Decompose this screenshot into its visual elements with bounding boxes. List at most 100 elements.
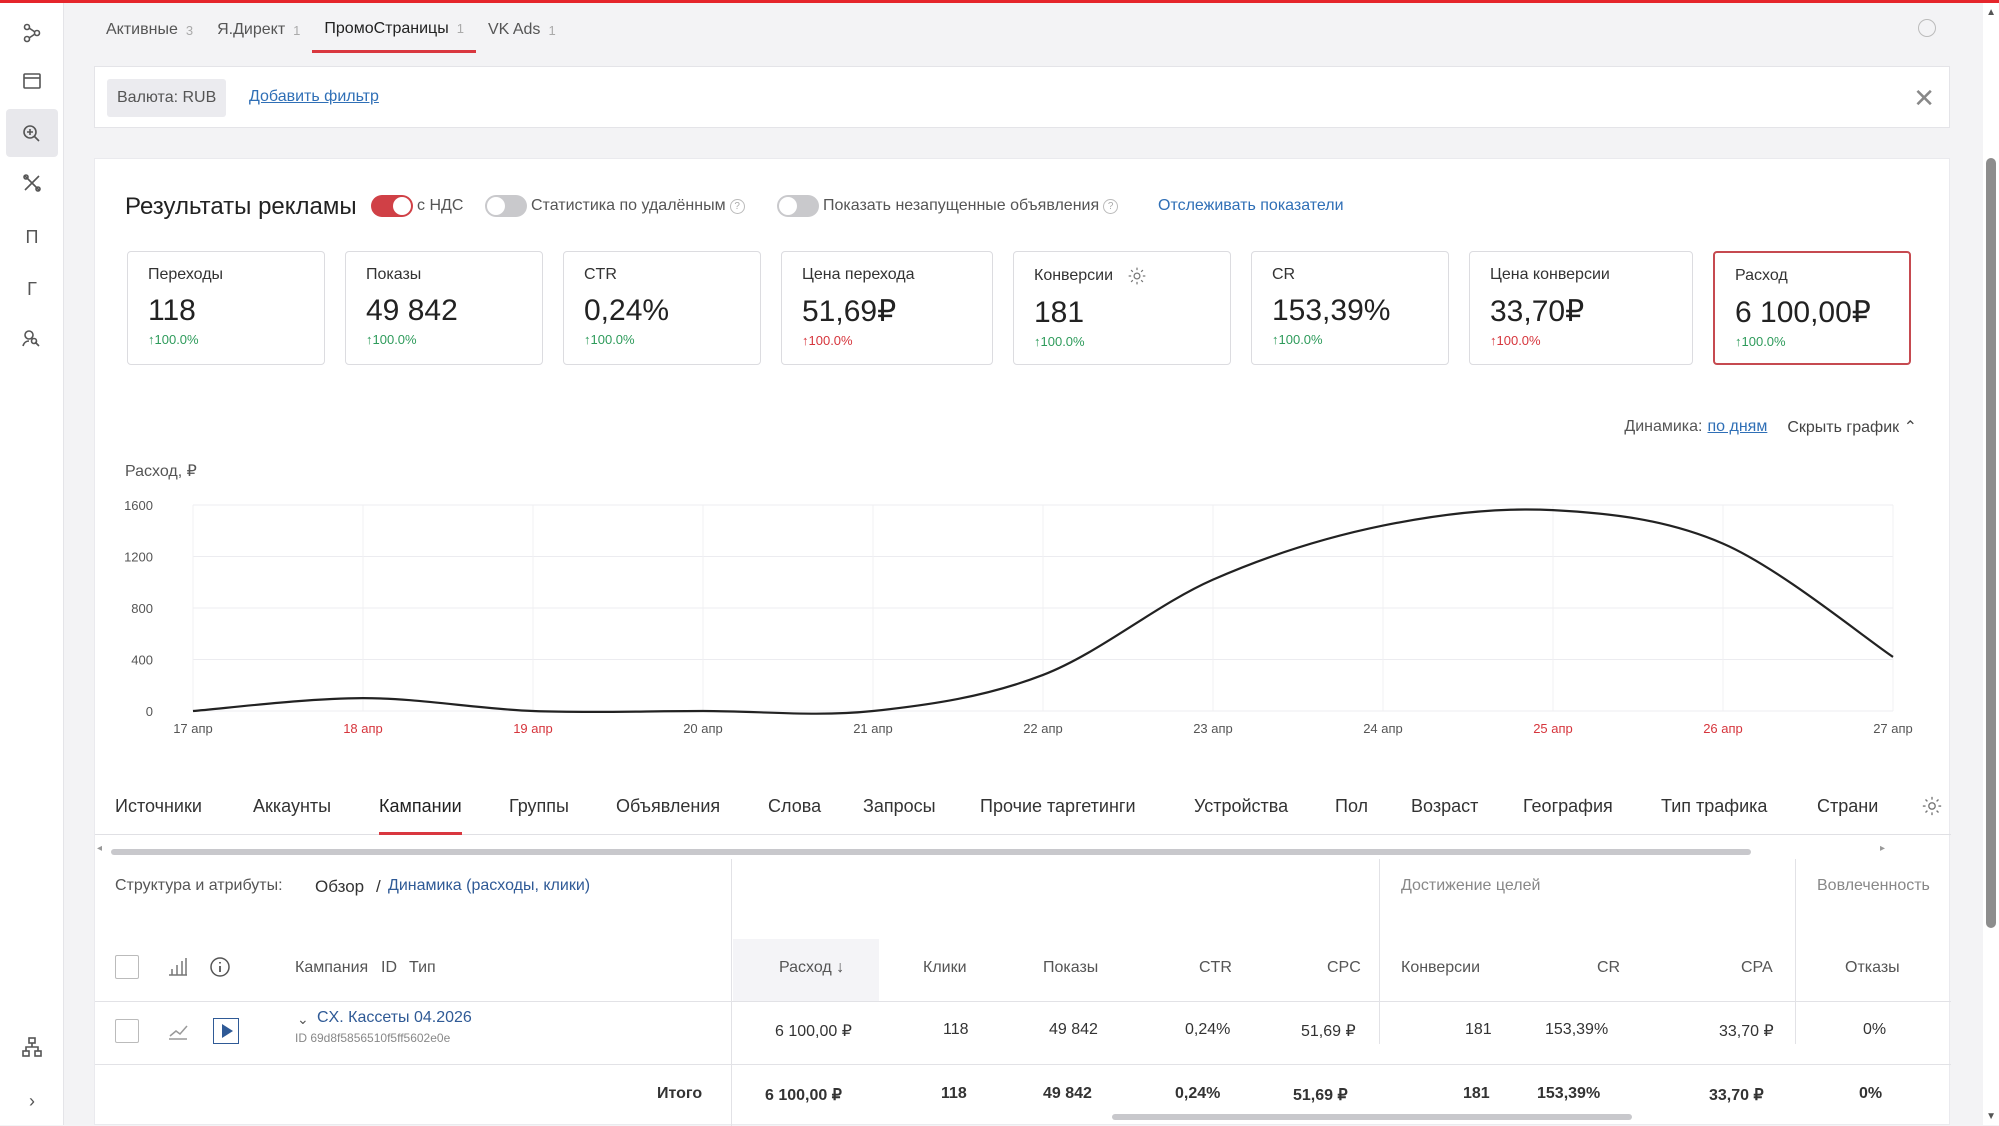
- vertical-scrollbar[interactable]: ▲ ▼: [1983, 3, 1999, 1125]
- sidebar-analytics-icon[interactable]: [6, 109, 58, 157]
- add-filter-link[interactable]: Добавить фильтр: [249, 88, 379, 106]
- col-ctr[interactable]: CTR: [1199, 959, 1232, 977]
- campaign-name-link[interactable]: CX. Кассеты 04.2026: [317, 1009, 472, 1027]
- select-all-checkbox[interactable]: [115, 955, 139, 979]
- trend-icon[interactable]: [167, 1021, 189, 1041]
- sidebar-item-p[interactable]: П: [6, 213, 58, 261]
- metric-card-cpc[interactable]: Цена перехода 51,69₽ ↑100.0%: [781, 251, 993, 365]
- dim-tab-queries[interactable]: Запросы: [863, 777, 936, 835]
- metric-card-cpa[interactable]: Цена конверсии 33,70₽ ↑100.0%: [1469, 251, 1693, 365]
- dim-tab-devices[interactable]: Устройства: [1194, 777, 1288, 835]
- dim-tab-accounts[interactable]: Аккаунты: [253, 777, 331, 835]
- expand-chevron-icon[interactable]: ⌄: [297, 1011, 309, 1028]
- sidebar-hierarchy-icon[interactable]: [6, 9, 58, 57]
- row-checkbox[interactable]: [115, 1019, 139, 1043]
- col-campaign[interactable]: Кампания: [295, 959, 368, 977]
- tab-count: 3: [186, 23, 193, 38]
- play-status-icon[interactable]: [213, 1018, 239, 1044]
- col-cpa[interactable]: CPA: [1741, 959, 1773, 977]
- sidebar-user-search-icon[interactable]: [6, 315, 58, 363]
- bar-chart-icon[interactable]: [167, 957, 189, 977]
- sidebar-structure-icon[interactable]: [6, 1023, 58, 1071]
- deleted-stats-toggle[interactable]: [485, 195, 527, 217]
- clock-icon[interactable]: [1918, 19, 1936, 37]
- x-tick-label: 25 апр: [1533, 721, 1573, 736]
- vat-toggle[interactable]: [371, 195, 413, 217]
- tabs-horizontal-scrollbar[interactable]: [111, 849, 1751, 855]
- cell-ctr: 0,24%: [1185, 1021, 1230, 1039]
- metric-card-spend[interactable]: Расход 6 100,00₽ ↑100.0%: [1713, 251, 1911, 365]
- sidebar-tools-icon[interactable]: [6, 159, 58, 207]
- help-icon[interactable]: ?: [1103, 199, 1118, 214]
- col-spend-sorted[interactable]: Расход ↓: [779, 959, 844, 977]
- track-metrics-link[interactable]: Отслеживать показатели: [1158, 197, 1344, 215]
- x-tick-label: 22 апр: [1023, 721, 1063, 736]
- currency-filter[interactable]: Валюта: RUB: [107, 79, 226, 117]
- dim-tab-geography[interactable]: География: [1523, 777, 1613, 835]
- col-conversions[interactable]: Конверсии: [1401, 959, 1480, 977]
- dim-tab-gender[interactable]: Пол: [1335, 777, 1368, 835]
- close-icon[interactable]: ✕: [1913, 83, 1935, 114]
- metric-delta: ↑100.0%: [1490, 333, 1672, 348]
- scroll-left-icon[interactable]: ◂: [97, 843, 102, 854]
- divider: [95, 1064, 1951, 1065]
- sidebar-expand-icon[interactable]: ›: [6, 1077, 58, 1125]
- dim-tab-countries[interactable]: Страни: [1817, 777, 1878, 835]
- view-overview-tab[interactable]: Обзор: [315, 877, 364, 897]
- gear-icon[interactable]: [1127, 266, 1147, 286]
- dim-tab-campaigns[interactable]: Кампании: [379, 777, 462, 835]
- col-cpc[interactable]: CPC: [1327, 959, 1361, 977]
- metric-value: 33,70₽: [1490, 294, 1672, 329]
- structure-label: Структура и атрибуты:: [115, 877, 283, 895]
- dim-tab-sources[interactable]: Источники: [115, 777, 202, 835]
- tab-count: 1: [457, 21, 464, 36]
- total-label: Итого: [657, 1085, 702, 1103]
- col-bounces[interactable]: Отказы: [1845, 959, 1900, 977]
- total-cr: 153,39%: [1537, 1085, 1600, 1103]
- view-separator: /: [376, 877, 381, 897]
- dim-tab-other-targeting[interactable]: Прочие таргетинги: [980, 777, 1136, 835]
- metric-card-clicks[interactable]: Переходы 118 ↑100.0%: [127, 251, 325, 365]
- scroll-right-icon[interactable]: ▸: [1880, 843, 1885, 854]
- metric-card-ctr[interactable]: CTR 0,24% ↑100.0%: [563, 251, 761, 365]
- view-dynamics-tab[interactable]: Динамика (расходы, клики): [388, 877, 590, 895]
- cell-spend: 6 100,00 ₽: [775, 1021, 852, 1041]
- hide-chart-button[interactable]: Скрыть график ⌃: [1787, 417, 1917, 437]
- dynamics-period-link[interactable]: по дням: [1708, 418, 1768, 436]
- unlaunched-ads-toggle[interactable]: [777, 195, 819, 217]
- dim-tab-ads[interactable]: Объявления: [616, 777, 720, 835]
- dim-tab-keywords[interactable]: Слова: [768, 777, 821, 835]
- metric-card-conversions[interactable]: Конверсии 181 ↑100.0%: [1013, 251, 1231, 365]
- metric-label: Цена перехода: [802, 266, 972, 284]
- sidebar-window-icon[interactable]: [6, 57, 58, 105]
- info-icon[interactable]: [209, 956, 231, 978]
- col-clicks[interactable]: Клики: [923, 959, 967, 977]
- col-id[interactable]: ID: [381, 959, 397, 977]
- col-type[interactable]: Тип: [409, 959, 436, 977]
- dim-tab-groups[interactable]: Группы: [509, 777, 569, 835]
- sidebar-item-g[interactable]: Г: [6, 265, 58, 313]
- metric-cards: Переходы 118 ↑100.0% Показы 49 842 ↑100.…: [127, 251, 1917, 365]
- gear-icon[interactable]: [1921, 795, 1943, 817]
- cell-cr: 153,39%: [1545, 1021, 1608, 1039]
- dim-tab-age[interactable]: Возраст: [1411, 777, 1478, 835]
- table-horizontal-scrollbar[interactable]: [1112, 1114, 1632, 1120]
- scrollbar-thumb[interactable]: [1986, 158, 1996, 928]
- scroll-down-icon[interactable]: ▼: [1986, 1111, 1996, 1122]
- group-engagement-header: Вовлеченность: [1817, 877, 1930, 895]
- metric-card-impressions[interactable]: Показы 49 842 ↑100.0%: [345, 251, 543, 365]
- metric-card-cr[interactable]: CR 153,39% ↑100.0%: [1251, 251, 1449, 365]
- total-spend: 6 100,00 ₽: [765, 1085, 842, 1105]
- tab-active[interactable]: Активные 3: [94, 7, 205, 53]
- tab-label: VK Ads: [488, 21, 540, 39]
- scroll-up-icon[interactable]: ▲: [1986, 7, 1996, 18]
- help-icon[interactable]: ?: [730, 199, 745, 214]
- cell-conversions: 181: [1465, 1021, 1492, 1039]
- tab-label: Активные: [106, 21, 178, 39]
- col-cr[interactable]: CR: [1597, 959, 1620, 977]
- dim-tab-traffic-type[interactable]: Тип трафика: [1661, 777, 1767, 835]
- col-impressions[interactable]: Показы: [1043, 959, 1098, 977]
